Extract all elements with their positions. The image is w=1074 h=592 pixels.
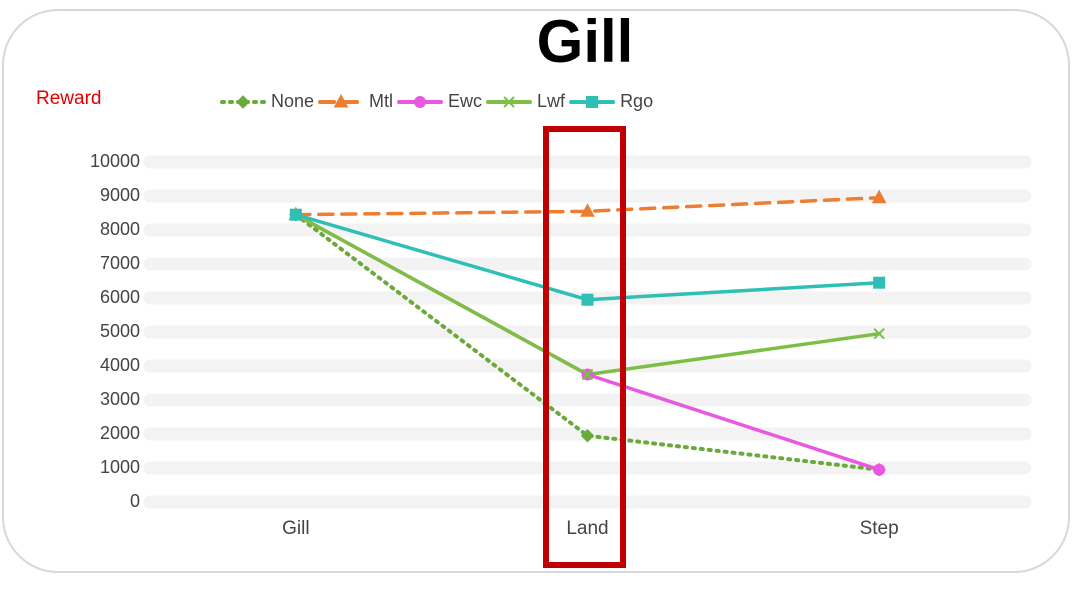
y-tick-label: 5000 (100, 321, 140, 341)
x-tick-label: Step (860, 518, 899, 539)
plot (288, 189, 887, 477)
y-tick-label: 0 (130, 491, 140, 511)
y-tick-label: 2000 (100, 423, 140, 443)
y-tick-label: 10000 (90, 151, 140, 171)
y-axis-label: Reward (36, 88, 101, 109)
marker (580, 203, 595, 217)
legend-label: None (271, 91, 314, 111)
y-tick-label: 1000 (100, 457, 140, 477)
y-tick-label: 8000 (100, 219, 140, 239)
marker (580, 428, 595, 443)
legend-label: Rgo (620, 91, 653, 111)
marker (236, 95, 250, 109)
grid: 0 1000 2000 3000 4000 5000 6000 7000 8000 9000 100… (90, 151, 1032, 539)
legend: None Mtl Ewc Lwf Rgo (220, 91, 653, 111)
marker (333, 93, 349, 108)
marker (586, 96, 599, 108)
marker (503, 96, 515, 108)
y-tick-label: 9000 (100, 185, 140, 205)
frame (2, 9, 1070, 573)
marker (289, 208, 302, 221)
marker (873, 463, 886, 476)
marker (873, 327, 885, 340)
series-line (293, 212, 882, 472)
x-tick-label: Land (566, 518, 608, 539)
y-tick-label: 6000 (100, 287, 140, 307)
legend-label: Ewc (448, 91, 482, 111)
legend-label: Lwf (537, 91, 566, 111)
marker (871, 189, 887, 204)
y-tick-label: 3000 (100, 389, 140, 409)
highlight-box (543, 126, 626, 568)
marker (414, 96, 427, 108)
y-tick-label: 7000 (100, 253, 140, 273)
marker (581, 368, 594, 381)
legend-label: Mtl (369, 91, 393, 111)
x-tick-label: Gill (282, 518, 309, 539)
marker (581, 293, 594, 306)
chart-title: Gill (537, 8, 634, 75)
marker (873, 276, 886, 289)
y-tick-label: 4000 (100, 355, 140, 375)
